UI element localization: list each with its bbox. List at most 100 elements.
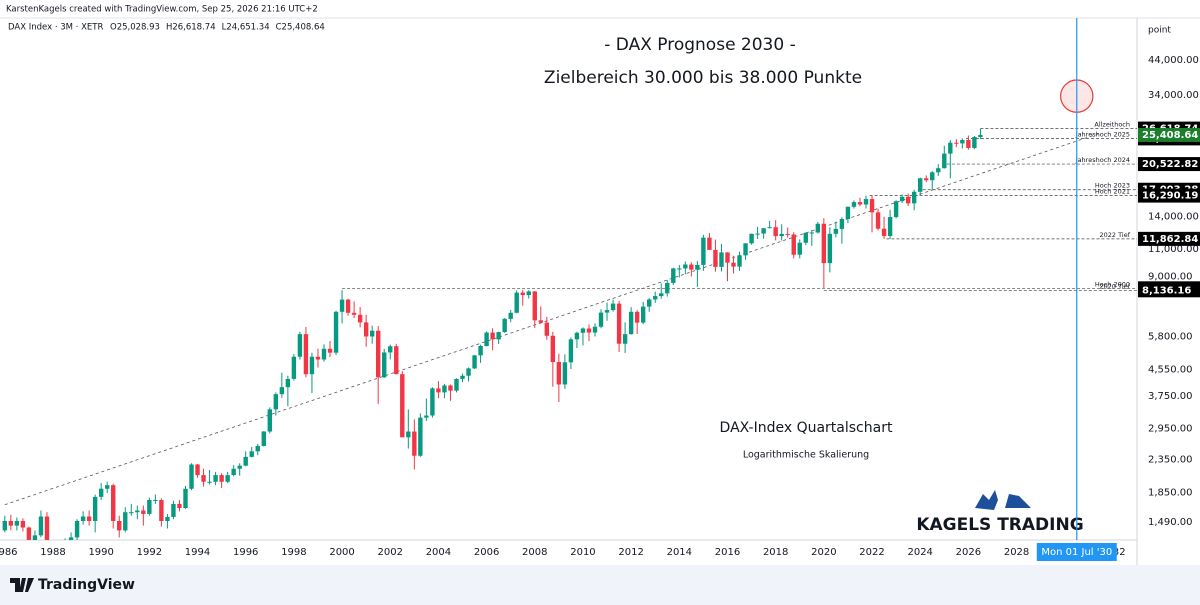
x-tick-label: 2012 <box>618 547 643 558</box>
legend-value: L24,651.34 <box>222 23 270 33</box>
price-label-bg <box>1138 188 1200 203</box>
candle-body <box>430 388 435 416</box>
axis-unit: point <box>1148 26 1171 36</box>
price-label: 25,408.64 <box>1142 130 1198 141</box>
candle-body <box>32 535 38 540</box>
candle-body <box>719 252 724 267</box>
candle-body <box>14 520 20 526</box>
price-label-bg <box>1138 157 1200 172</box>
candle-body <box>333 311 339 353</box>
candle-body <box>44 516 50 540</box>
legend-value: H26,618.74 <box>166 23 216 33</box>
x-tick-label: 1996 <box>233 547 258 558</box>
candle-body <box>207 481 212 483</box>
candle-body <box>74 520 80 538</box>
x-tick-label: 2002 <box>378 547 403 558</box>
candle-body <box>508 312 513 319</box>
candle-body <box>231 468 236 476</box>
candle-body <box>755 233 760 235</box>
candle-body <box>159 499 164 521</box>
y-tick-label: 34,000.00 <box>1148 90 1199 101</box>
x-tick-label: 2024 <box>907 547 932 558</box>
candle-body <box>496 332 501 340</box>
candle-body <box>550 335 556 363</box>
candle-body <box>749 233 754 244</box>
candle-body <box>887 217 893 237</box>
candle-body <box>478 345 483 356</box>
candle-body <box>659 293 664 297</box>
candle-body <box>454 378 459 391</box>
candle-body <box>978 134 983 137</box>
candle-body <box>339 299 345 312</box>
y-tick-label: 1,490.00 <box>1148 517 1193 528</box>
candle-body <box>544 322 550 336</box>
candle-body <box>767 227 772 229</box>
candle-body <box>815 223 821 233</box>
candle-body <box>86 516 92 521</box>
candle-body <box>634 311 640 323</box>
candle-body <box>123 512 128 531</box>
candle-body <box>68 537 74 540</box>
candle-body <box>905 196 911 204</box>
x-tick-label: 2018 <box>763 547 788 558</box>
candle-body <box>911 191 917 204</box>
candle-body <box>466 368 471 376</box>
candle-body <box>388 346 393 353</box>
candle-body <box>213 475 218 482</box>
candle-body <box>960 139 965 144</box>
y-tick-label: 9,000.00 <box>1148 272 1193 283</box>
logo-text: KAGELS TRADING <box>916 515 1083 535</box>
bull-icon <box>975 490 998 510</box>
candle-body <box>839 219 845 229</box>
candle-body <box>273 394 279 410</box>
candle-body <box>532 291 537 321</box>
candle-body <box>424 415 429 418</box>
candle-body <box>653 296 658 300</box>
candle-body <box>502 318 507 333</box>
candle-body <box>701 237 706 265</box>
candle-body <box>315 356 321 360</box>
candle-body <box>948 142 953 154</box>
candle-body <box>942 153 947 169</box>
candle-body <box>267 409 272 432</box>
candle-body <box>26 527 32 540</box>
candle-body <box>412 431 417 456</box>
x-tick-label: 2014 <box>667 547 692 558</box>
candle-body <box>418 417 423 456</box>
candle-body <box>562 362 568 385</box>
candle-body <box>303 334 309 375</box>
candle-body <box>357 314 363 323</box>
candle-body <box>406 431 411 438</box>
x-tick-label: 2008 <box>522 547 547 558</box>
level-note: Hoch 2000 <box>1095 280 1130 288</box>
candle-body <box>117 520 122 531</box>
x-tick-label: 2010 <box>570 547 595 558</box>
level-note: Jahreshoch 2025 <box>1075 130 1130 138</box>
price-label: 8,136.16 <box>1142 285 1191 296</box>
candle-body <box>165 516 170 521</box>
candle-body <box>514 292 519 313</box>
candle-body <box>225 475 230 482</box>
candle-body <box>538 320 543 323</box>
candle-body <box>773 227 778 237</box>
candle-body <box>592 326 598 333</box>
candle-body <box>737 255 742 267</box>
x-tick-label: 2006 <box>474 547 499 558</box>
candle-body <box>857 202 863 205</box>
candle-body <box>695 264 700 270</box>
x-tick-label: 1990 <box>88 547 113 558</box>
cursor-label: Mon 01 Jul '30 <box>1041 547 1112 558</box>
level-note: 2020 Tief <box>1100 282 1131 290</box>
x-tick-label: 1994 <box>185 547 210 558</box>
candle-body <box>791 234 796 255</box>
legend-symbol: DAX Index · 3M · XETR <box>8 23 103 33</box>
candle-body <box>622 334 628 344</box>
price-label: 16,290.19 <box>1142 191 1198 202</box>
candle-body <box>129 512 134 514</box>
annotation: DAX-Index Quartalschart <box>720 420 893 436</box>
x-tick-label: 1986 <box>0 547 18 558</box>
candle-body <box>628 311 634 335</box>
chart-title: - DAX Prognose 2030 - <box>604 35 795 55</box>
legend-value: O25,028.93 <box>110 23 160 33</box>
